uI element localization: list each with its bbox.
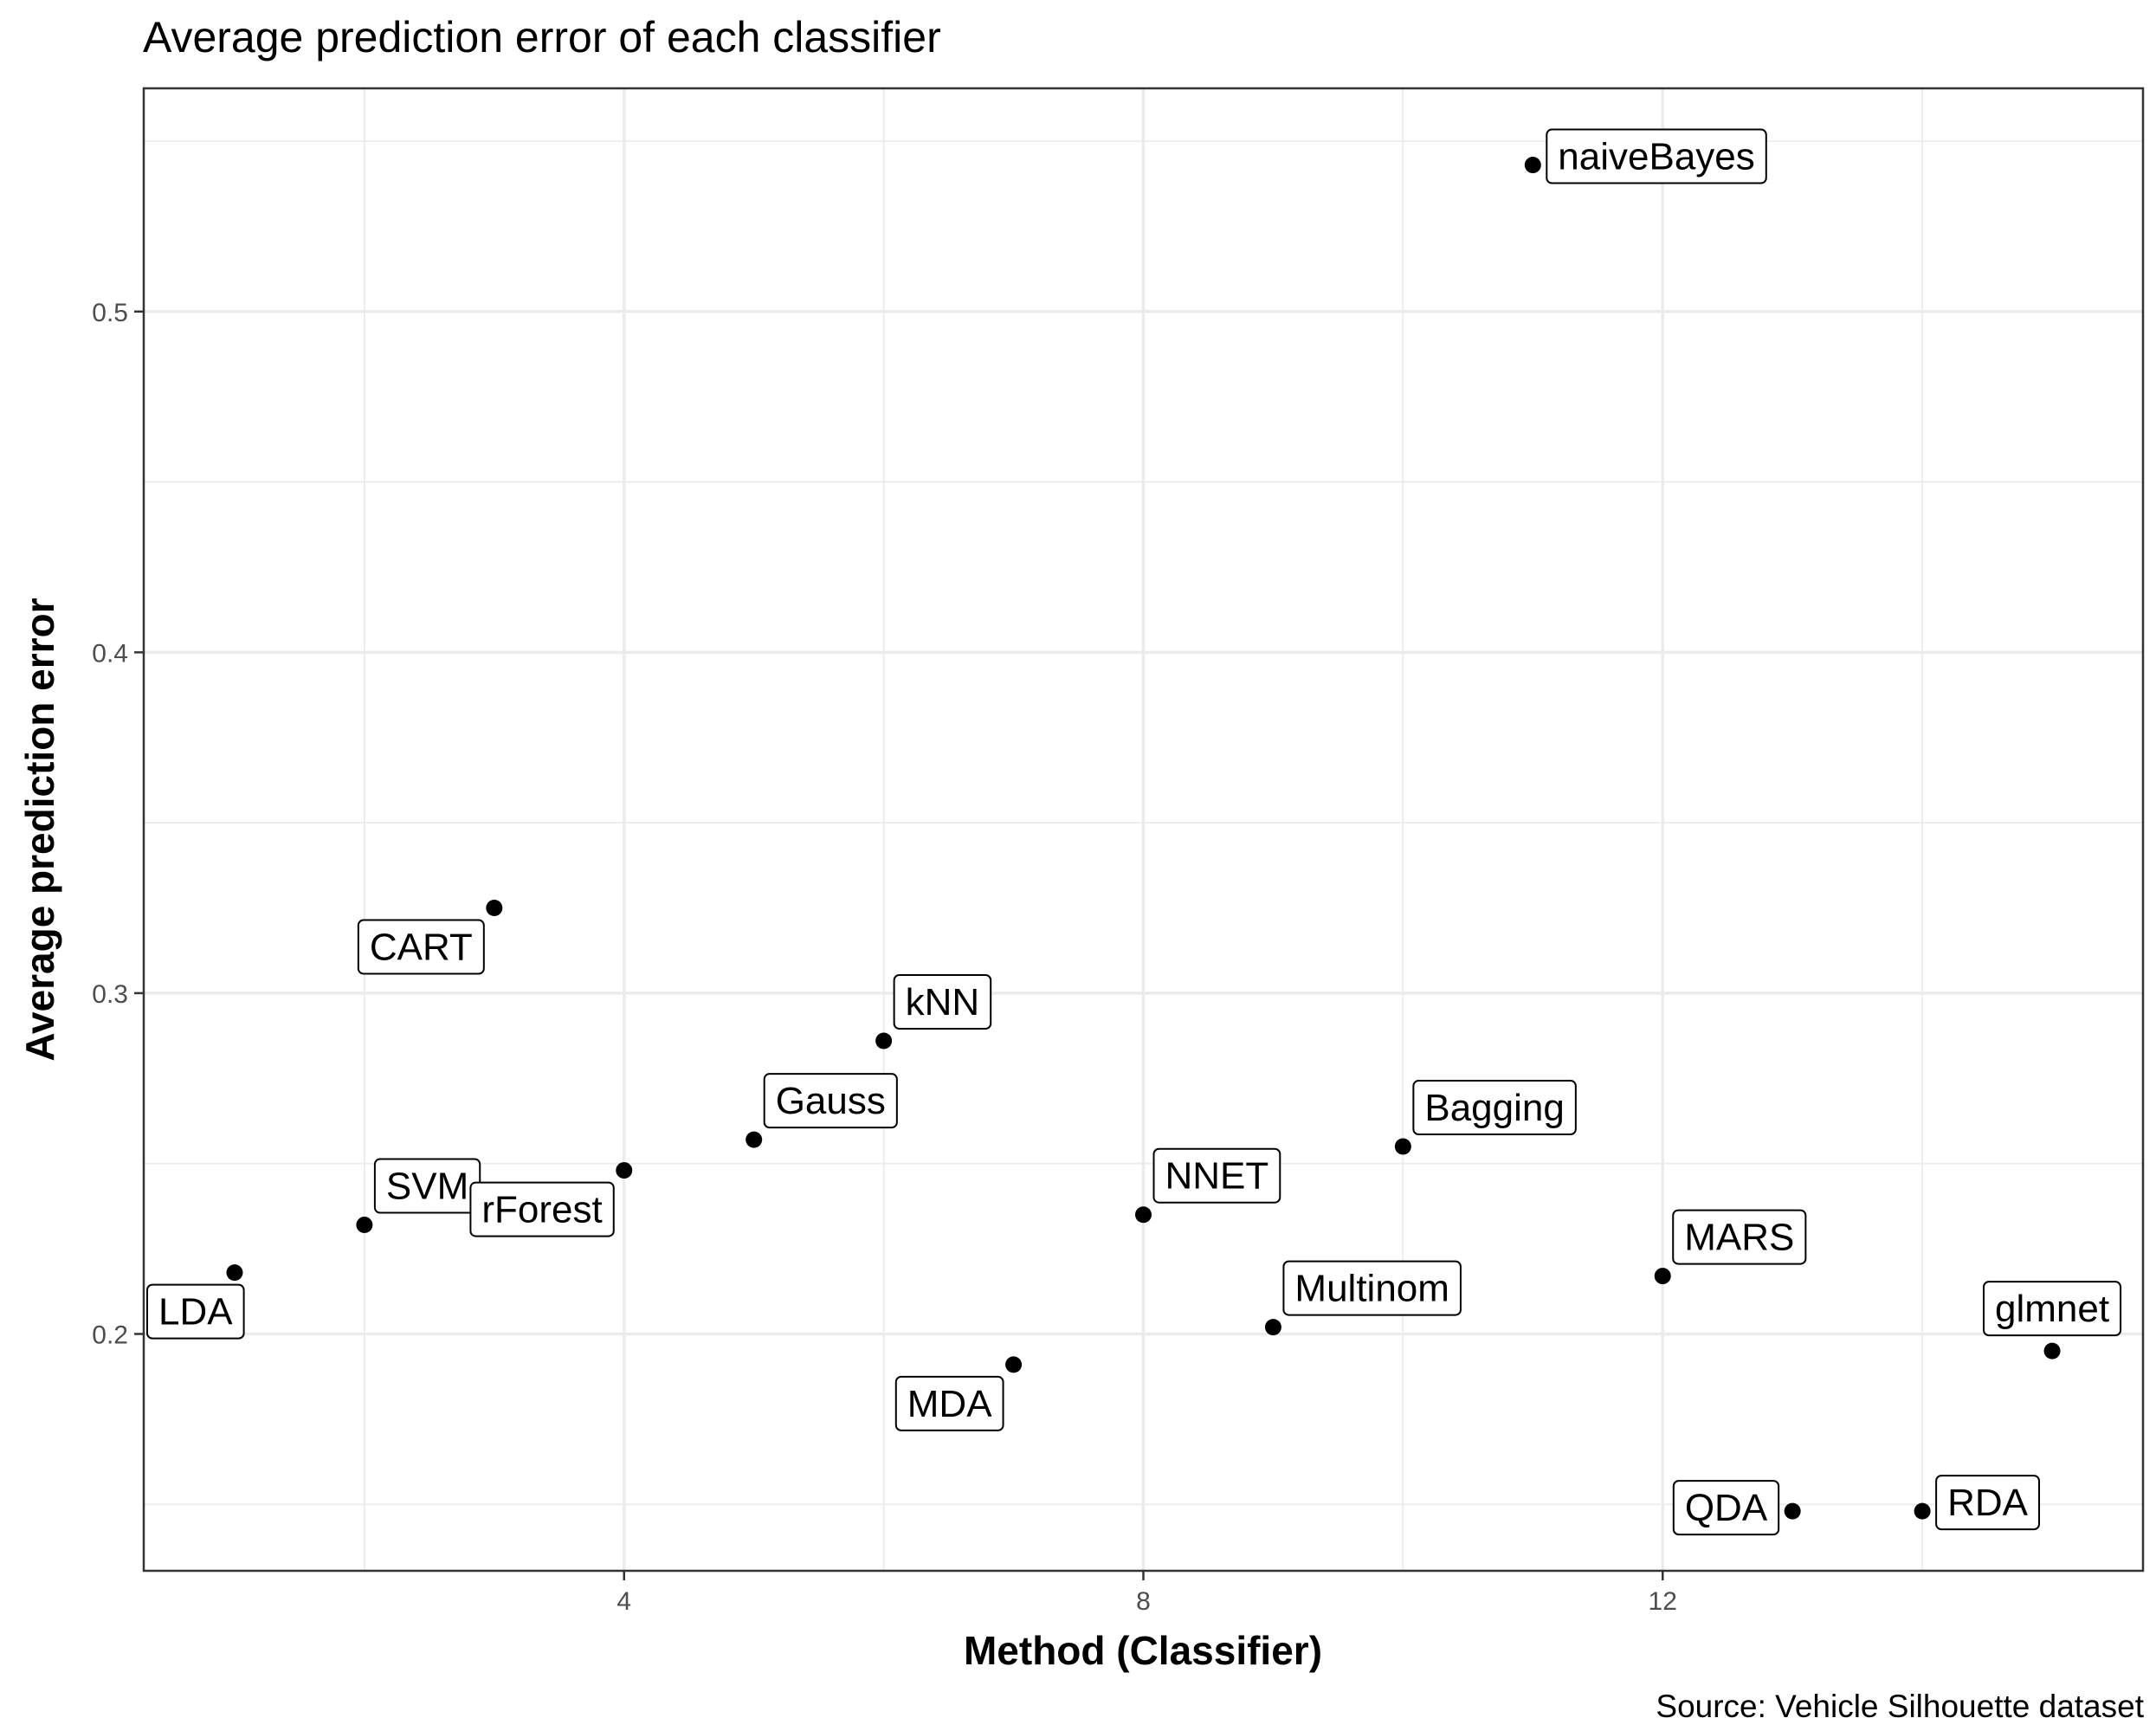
axes: 4 8 12 0.2 0.3 0.4 0.5 [92,299,1677,1616]
point-label: LDA [146,1283,245,1340]
point-label: CART [357,919,485,975]
label-box [1152,1147,1281,1204]
label-box [763,1073,898,1129]
label-box [894,1375,1004,1431]
point-label-text: RDA [1947,1482,2029,1524]
y-tick-label: 0.3 [92,980,128,1009]
point-label-text: CART [370,927,473,969]
label-box [1983,1281,2122,1337]
label-box [469,1181,615,1237]
data-point [746,1131,763,1148]
point-label-text: NNET [1165,1155,1269,1198]
point-label-text: rForest [481,1189,602,1231]
point-label: SVM [373,1158,481,1214]
point-label: QDA [1672,1480,1780,1536]
point-label: glmnet [1983,1281,2122,1337]
label-box [1282,1260,1462,1316]
data-point [1654,1268,1671,1285]
x-axis-title: Method (Classifier) [964,1628,1322,1673]
point-label: MDA [894,1375,1004,1431]
point-label-text: kNN [906,981,980,1024]
point-label: kNN [893,974,992,1030]
point-label-text: Multinom [1294,1268,1449,1310]
data-points [226,157,2061,1520]
point-label: MARS [1672,1209,1807,1265]
x-tick-label: 12 [1649,1587,1677,1616]
data-point [356,1217,373,1234]
point-label-text: QDA [1685,1487,1768,1529]
point-label: naiveBayes [1546,128,1767,184]
data-point [1394,1138,1411,1155]
label-box [1412,1080,1577,1136]
label-box [893,974,992,1030]
data-point [1784,1502,1801,1520]
data-point [1135,1206,1152,1224]
point-label: RDA [1935,1475,2041,1531]
point-label-text: MDA [907,1383,992,1425]
chart-title: Average prediction error of each classif… [143,13,941,61]
data-point [1005,1356,1023,1373]
x-tick-label: 4 [616,1587,631,1616]
label-box [1672,1480,1780,1536]
point-label-text: glmnet [1995,1288,2109,1330]
label-box [1546,128,1767,184]
panel-border [142,87,2145,1573]
point-label: Gauss [763,1073,898,1129]
label-box [1935,1475,2041,1531]
data-point [1914,1502,1931,1520]
data-point [2043,1342,2061,1360]
data-point [616,1162,633,1179]
point-label: Bagging [1412,1080,1577,1136]
y-axis-title: Average prediction error [17,597,62,1061]
chart-caption: Source: Vehicle Silhouette dataset [1656,1689,2144,1724]
point-label: NNET [1152,1147,1281,1204]
y-tick-label: 0.4 [92,639,128,668]
label-box [1672,1209,1807,1265]
y-tick-label: 0.2 [92,1321,128,1349]
data-point [1524,157,1541,174]
point-label-text: SVM [386,1166,468,1208]
point-label: rForest [469,1181,615,1237]
data-point [1264,1319,1281,1336]
data-point [486,900,503,917]
label-box [357,919,485,975]
point-label-text: Bagging [1424,1087,1564,1129]
point-label-text: MARS [1684,1217,1794,1259]
point-label-text: LDA [158,1291,233,1334]
data-point [226,1264,243,1282]
label-box [146,1283,245,1340]
point-labels: LDA SVM CART rForest Gauss kNN MDA NNET Multinom… [146,128,2122,1536]
data-point [875,1032,893,1050]
point-label-text: Gauss [776,1080,886,1122]
grid-major-lines [144,88,2143,1571]
point-label-text: naiveBayes [1558,136,1754,178]
y-tick-label: 0.5 [92,299,128,327]
x-tick-label: 8 [1136,1587,1151,1616]
point-label: Multinom [1282,1260,1462,1316]
